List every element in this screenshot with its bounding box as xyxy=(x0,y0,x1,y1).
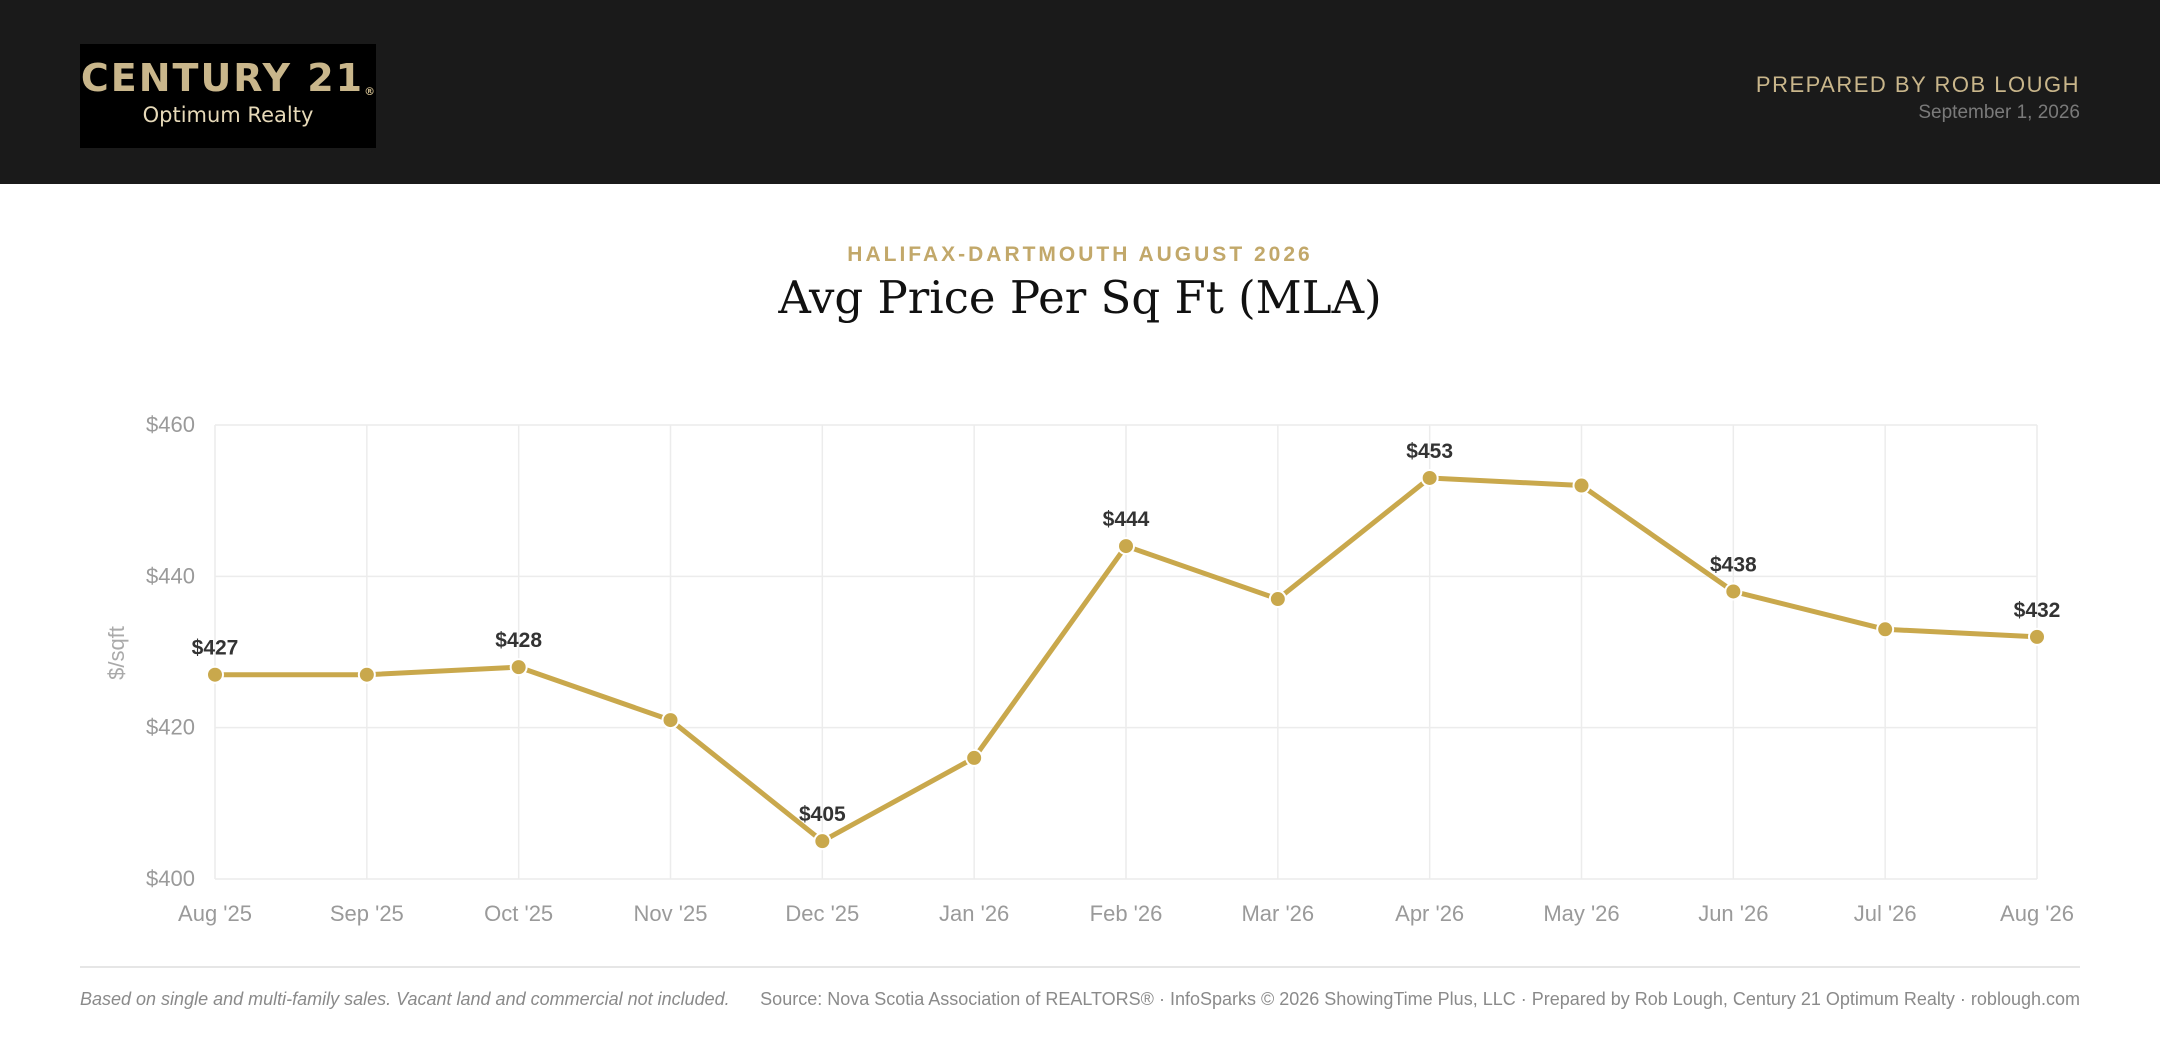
brand-logo: CENTURY 21® Optimum Realty xyxy=(80,44,376,148)
data-label: $427 xyxy=(192,637,239,660)
y-tick-label: $440 xyxy=(146,563,195,588)
logo-brand-text: CENTURY 21® xyxy=(80,50,376,106)
page-title: Avg Price Per Sq Ft (MLA) xyxy=(778,271,1382,324)
logo-subtitle: Optimum Realty xyxy=(142,103,314,127)
y-tick-label: $420 xyxy=(146,715,195,740)
data-point xyxy=(1268,590,1287,609)
data-label: $453 xyxy=(1406,440,1453,463)
data-point xyxy=(357,665,376,684)
report-eyebrow: HALIFAX-DARTMOUTH AUGUST 2026 xyxy=(847,243,1313,266)
y-tick-label: $460 xyxy=(146,412,195,437)
prepared-by: PREPARED BY ROB LOUGH xyxy=(1755,72,2080,97)
footer-source: Source: Nova Scotia Association of REALT… xyxy=(760,989,2080,1009)
x-tick-label: Jul '26 xyxy=(1854,901,1917,926)
x-tick-label: Oct '25 xyxy=(484,901,553,926)
x-tick-label: Dec '25 xyxy=(785,901,859,926)
x-tick-label: Jun '26 xyxy=(1698,901,1768,926)
data-point xyxy=(1724,582,1743,601)
data-point xyxy=(1420,468,1439,487)
data-label: $444 xyxy=(1103,508,1150,531)
logo-registered-mark: ® xyxy=(364,85,376,98)
logo-brand-name: CENTURY 21 xyxy=(80,56,365,100)
header-bar: CENTURY 21® Optimum Realty PREPARED BY R… xyxy=(0,0,2160,184)
footer-divider xyxy=(80,966,2080,968)
data-point xyxy=(661,711,680,730)
x-tick-label: Jan '26 xyxy=(939,901,1009,926)
y-tick-label: $400 xyxy=(146,866,195,891)
y-axis-label: $/sqft xyxy=(104,626,129,680)
x-tick-label: Mar '26 xyxy=(1241,901,1314,926)
data-point xyxy=(509,658,528,677)
data-label: $438 xyxy=(1710,553,1757,576)
data-label: $428 xyxy=(495,629,542,652)
prepared-by-block: PREPARED BY ROB LOUGH September 1, 2026 xyxy=(1756,70,2080,126)
data-label: $432 xyxy=(2014,599,2061,622)
line-chart: $400 $420 $440 $460 Aug '25 Sep '25 Oct '25 Nov… xyxy=(104,412,2074,926)
report-date: September 1, 2026 xyxy=(1918,102,2080,123)
data-point xyxy=(1117,537,1135,556)
x-tick-label: Apr '26 xyxy=(1395,901,1464,926)
x-tick-label: Nov '25 xyxy=(634,901,708,926)
data-point xyxy=(206,665,224,684)
x-tick-label: Sep '25 xyxy=(330,901,404,926)
x-tick-label: May '26 xyxy=(1543,901,1619,926)
x-tick-label: Aug '26 xyxy=(2000,901,2074,926)
x-tick-label: Aug '25 xyxy=(178,901,252,926)
data-point xyxy=(965,748,984,767)
x-tick-label: Feb '26 xyxy=(1090,901,1163,926)
data-label: $405 xyxy=(799,803,846,826)
data-point xyxy=(1572,476,1591,495)
data-point xyxy=(1876,620,1895,639)
data-point xyxy=(2028,627,2046,646)
footer-note: Based on single and multi-family sales. … xyxy=(80,989,730,1009)
data-point xyxy=(813,832,832,851)
